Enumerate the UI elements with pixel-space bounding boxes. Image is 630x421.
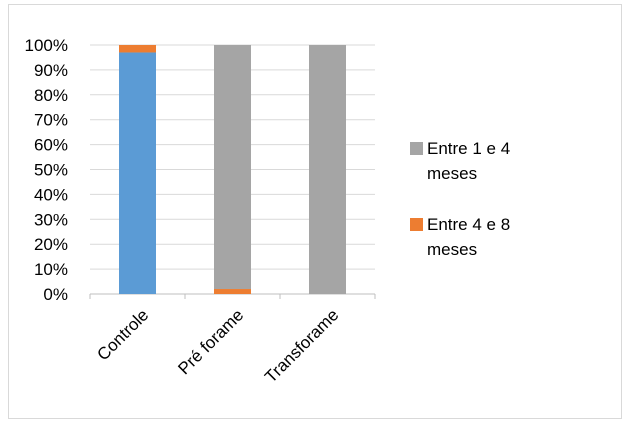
legend-label: meses [427, 164, 477, 183]
legend-swatch [410, 218, 423, 231]
y-tick-label: 20% [34, 235, 68, 254]
bar-segment [309, 45, 346, 294]
bar-segment [119, 45, 156, 53]
legend-label: Entre 4 e 8 [427, 215, 510, 234]
bar-segment [119, 52, 156, 294]
bar-segment [214, 45, 251, 290]
legend-swatch [410, 142, 423, 155]
category-label: Transforame [261, 305, 342, 386]
y-tick-label: 50% [34, 161, 68, 180]
y-tick-label: 90% [34, 61, 68, 80]
y-tick-label: 80% [34, 86, 68, 105]
y-tick-label: 70% [34, 111, 68, 130]
y-tick-label: 40% [34, 185, 68, 204]
y-tick-label: 0% [43, 285, 68, 304]
y-tick-label: 60% [34, 136, 68, 155]
legend-label: meses [427, 240, 477, 259]
legend-label: Entre 1 e 4 [427, 139, 510, 158]
category-label: Controle [93, 305, 152, 364]
y-tick-label: 100% [25, 36, 68, 55]
y-tick-label: 30% [34, 210, 68, 229]
y-tick-label: 10% [34, 260, 68, 279]
bar-segment [214, 289, 251, 294]
category-label: Pré forame [174, 305, 247, 378]
